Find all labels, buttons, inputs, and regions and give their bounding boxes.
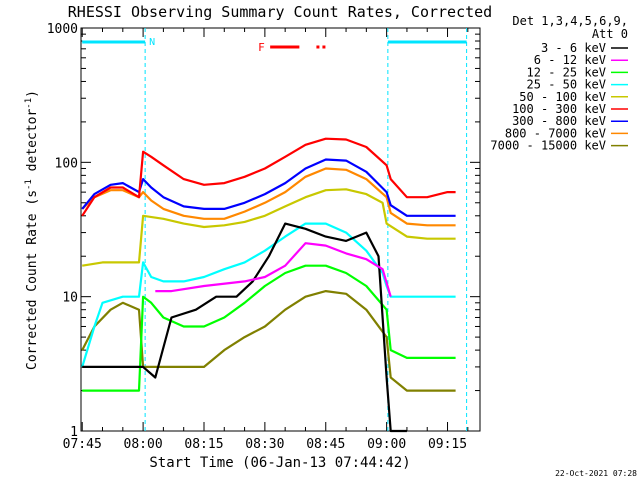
x-tick-label: 08:30 — [245, 437, 284, 452]
series-line-4 — [81, 222, 456, 368]
y-axis-label-main: Corrected Count Rate (s — [25, 190, 40, 370]
legend-label: 50 - 100 keV — [519, 90, 606, 104]
attenuator-label: N — [149, 37, 155, 48]
chart-title: RHESSI Observing Summary Count Rates, Co… — [68, 3, 492, 21]
footer-timestamp: 22-Oct-2021 07:28 — [555, 469, 637, 478]
series-line-9 — [81, 290, 456, 392]
x-axis-label: Start Time (06-Jan-13 07:44:42) — [149, 455, 410, 471]
series-layer — [81, 137, 456, 433]
x-tick-label: 08:15 — [184, 437, 223, 452]
legend-label: 7000 - 15000 keV — [490, 139, 606, 153]
y-axis-label: Corrected Count Rate (s-1 detector-1) — [24, 90, 40, 370]
y-tick-label: 10 — [62, 291, 78, 306]
x-tick-label: 08:45 — [306, 437, 345, 452]
legend-label: 6 - 12 keV — [534, 53, 606, 67]
y-tick-label: 1000 — [47, 22, 78, 37]
y-axis: 1 10 100 1000 — [47, 22, 480, 440]
legend-label: 3 - 6 keV — [541, 41, 606, 55]
x-tick-label: 09:00 — [367, 437, 406, 452]
series-line-6 — [81, 137, 456, 217]
legend-subtitle: Att 0 — [592, 27, 628, 41]
y-axis-label-end: ) — [25, 90, 40, 98]
x-tick-label: 09:15 — [428, 437, 467, 452]
x-axis: 07:45 08:00 08:15 08:30 08:45 09:00 09:15 — [63, 28, 469, 452]
series-line-2 — [155, 242, 392, 298]
series-line-7 — [81, 158, 456, 217]
series-line-1 — [82, 222, 407, 433]
x-tick-label: 07:45 — [63, 437, 102, 452]
legend-label: 800 - 7000 keV — [505, 126, 606, 140]
legend-title: Det 1,3,4,5,6,9, — [512, 14, 628, 28]
y-tick-label: 100 — [55, 156, 78, 171]
y-axis-label-sup2: -1 — [24, 98, 34, 109]
legend-label: 25 - 50 keV — [527, 78, 606, 92]
x-tick-label: 08:00 — [124, 437, 163, 452]
legend-label: 100 - 300 keV — [512, 102, 606, 116]
series-line-5 — [82, 188, 456, 267]
y-axis-label-sup1: -1 — [24, 179, 34, 190]
legend-label: 300 - 800 keV — [512, 114, 606, 128]
flare-label: F — [258, 41, 265, 54]
y-axis-label-mid: detector — [25, 109, 40, 180]
y-tick-label: 1 — [70, 425, 78, 440]
plot-frame — [80, 27, 481, 432]
series-line-3 — [82, 264, 456, 392]
legend-label: 12 - 25 keV — [527, 65, 606, 79]
